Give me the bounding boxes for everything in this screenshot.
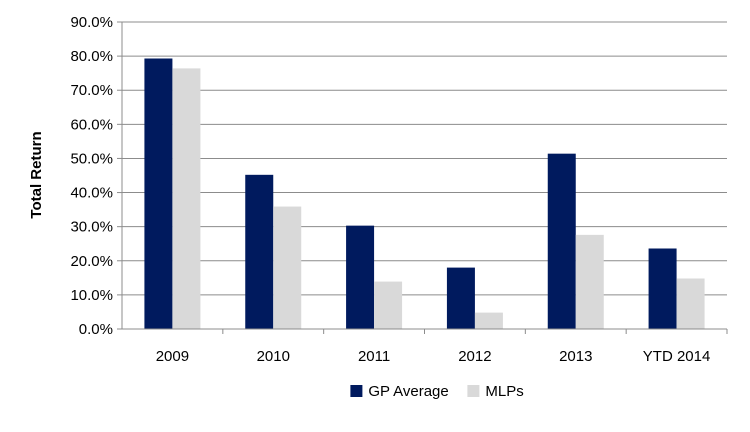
bar-gp-average: [245, 174, 274, 329]
bar-gp-average: [446, 267, 475, 329]
legend-label: GP Average: [368, 383, 448, 400]
y-tick-label: 90.0%: [70, 14, 113, 31]
y-tick-label: 20.0%: [70, 253, 113, 270]
legend-label: MLPs: [485, 383, 523, 400]
bar-mlps: [676, 278, 705, 329]
y-tick-label: 50.0%: [70, 150, 113, 167]
bars: [144, 58, 705, 329]
x-tick-label: YTD 2014: [643, 348, 711, 365]
axes: 0.0% 10.0% 20.0% 30.0% 40.0% 50.0% 60.0% 70.0% 8…: [70, 14, 728, 365]
y-axis-label: Total Return: [28, 131, 45, 218]
gridlines: [122, 21, 727, 330]
bar-gp-average: [144, 58, 173, 329]
legend: GP Average MLPs: [350, 383, 524, 400]
y-tick-label: 60.0%: [70, 116, 113, 133]
y-tick-label: 40.0%: [70, 185, 113, 202]
bar-mlps: [474, 312, 503, 329]
y-tick-label: 10.0%: [70, 287, 113, 304]
x-tick-label: 2011: [358, 348, 390, 365]
x-tick-label: 2012: [458, 348, 491, 365]
x-tick-label: 2010: [257, 348, 290, 365]
bar-mlps: [172, 68, 201, 329]
x-tick-label: 2009: [156, 348, 189, 365]
y-tick-label: 80.0%: [70, 48, 113, 65]
bar-mlps: [374, 281, 403, 329]
legend-swatch-gp-average: [350, 385, 363, 397]
bar-gp-average: [648, 248, 677, 329]
bar-mlps: [575, 234, 604, 329]
legend-swatch-mlps: [467, 385, 480, 397]
bar-mlps: [273, 206, 302, 329]
x-tick-label: 2013: [559, 348, 592, 365]
bar-gp-average: [346, 225, 375, 329]
y-tick-label: 0.0%: [79, 321, 113, 338]
y-tick-label: 70.0%: [70, 82, 113, 99]
bar-gp-average: [547, 153, 576, 329]
y-tick-label: 30.0%: [70, 219, 113, 236]
